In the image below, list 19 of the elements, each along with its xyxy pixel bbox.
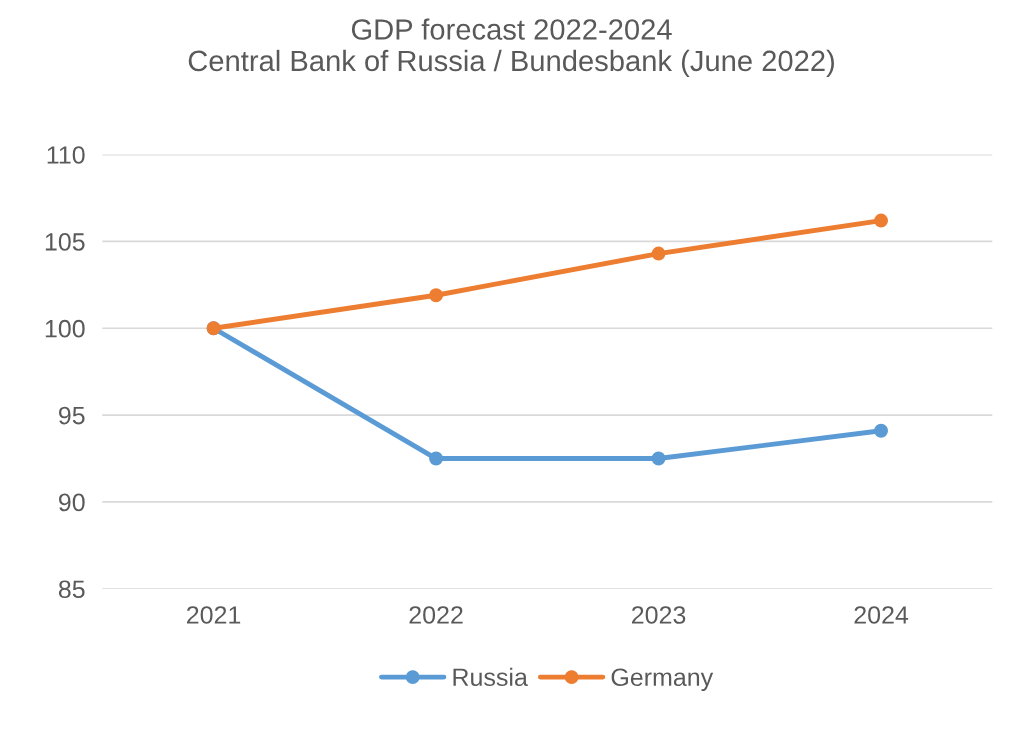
- y-tick-label: 95: [59, 406, 85, 425]
- point: [429, 288, 443, 303]
- point: [429, 451, 443, 466]
- y-tick-label: 100: [45, 319, 85, 338]
- point: [874, 213, 889, 228]
- point: [651, 246, 666, 261]
- y-tick-label: 110: [47, 146, 85, 164]
- y-tick-label: 90: [59, 493, 85, 512]
- x-tick-label: 2022: [409, 606, 463, 624]
- chart-title: GDP forecast 2022-2024 Central Bank of Russia / Bundesbank (June 2022): [188, 18, 834, 77]
- legend-label: Russia: [453, 667, 528, 687]
- legend-label: Germany: [611, 668, 714, 692]
- x-tick-label: 2024: [854, 606, 909, 624]
- y-tick-label: 85: [58, 580, 85, 599]
- point: [874, 423, 889, 438]
- x-tick-label: 2023: [632, 606, 686, 624]
- x-tick-label: 2021: [187, 606, 241, 624]
- point: [651, 451, 666, 466]
- y-tick-label: 105: [45, 233, 85, 251]
